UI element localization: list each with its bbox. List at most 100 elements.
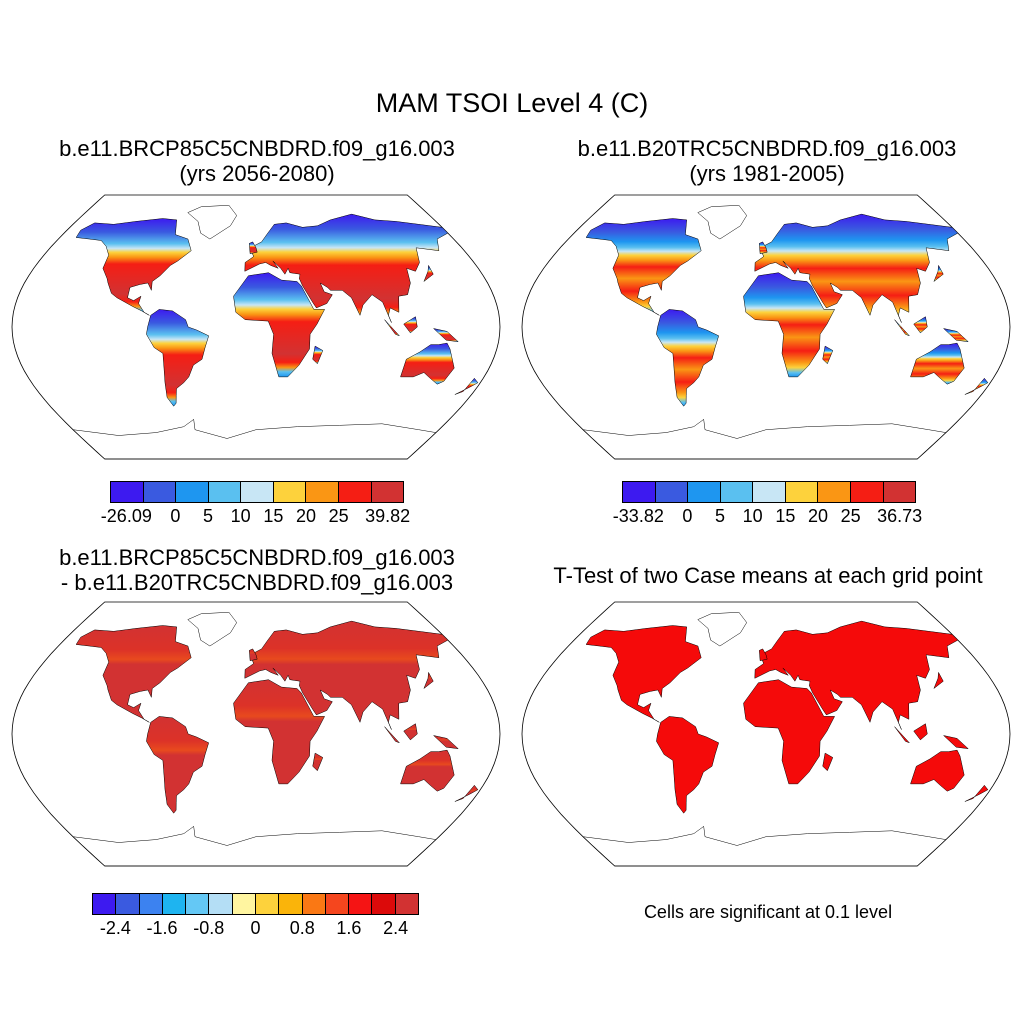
colorbar-box [325, 894, 350, 914]
landmass-ng [432, 735, 459, 750]
colorbar-label: 0 [170, 506, 181, 526]
colorbar-box [753, 482, 786, 502]
landmass-borneo [913, 723, 928, 741]
landmass-australia [400, 749, 455, 792]
colorbar-label: 39.82 [365, 506, 411, 526]
colorbar-label: -0.8 [193, 918, 225, 938]
landmass-uk [249, 648, 258, 662]
landmass-eurasia [754, 213, 959, 323]
landmass-samerica [146, 309, 210, 407]
colorbar-box [93, 894, 117, 914]
colorbar-box [279, 894, 303, 914]
world-map [521, 601, 1011, 867]
landmass-borneo [913, 316, 928, 334]
colorbar-label: 25 [328, 506, 349, 526]
landmass-borneo [403, 316, 418, 334]
colorbar-labels: -2.4 -1.6 -0.8 0 0.8 1.6 2.4 [92, 915, 419, 938]
landmass-uk [759, 241, 768, 255]
landmass-nz [964, 784, 989, 802]
colorbar-label: 2.4 [383, 918, 409, 938]
colorbar-box [111, 482, 144, 502]
landmass-ng [942, 735, 969, 750]
colorbar-panel-3: -2.4 -1.6 -0.8 0 0.8 1.6 2.4 [92, 893, 419, 938]
colorbar-box [688, 482, 721, 502]
colorbar-label: 20 [807, 506, 829, 526]
world-map [521, 194, 1011, 460]
landmass-greenland [697, 205, 748, 240]
panel-4-title: T-Test of two Case means at each grid po… [553, 563, 983, 588]
panel-1-title: b.e11.BRCP85C5CNBDRD.f09_g16.003 (yrs 20… [12, 136, 502, 187]
landmass-antarctica [582, 418, 947, 460]
colorbar-box [850, 482, 884, 502]
landmass-japan [933, 671, 944, 690]
colorbar-label: -33.82 [612, 506, 664, 526]
colorbar-label: 10 [742, 506, 763, 526]
landmass-africa [233, 679, 326, 785]
landmass-sumatra [384, 726, 400, 744]
landmass-madagascar [312, 752, 324, 772]
panel-3-minus-case: - b.e11.B20TRC5CNBDRD.f09_g16.003 [60, 570, 454, 596]
colorbar-box [349, 894, 373, 914]
landmass-eurasia [754, 620, 959, 730]
landmass-sumatra [384, 319, 400, 337]
colorbar-label: 0.8 [289, 918, 315, 938]
colorbar-box [302, 894, 326, 914]
colorbar-boxes [92, 893, 419, 915]
landmass-eurasia [244, 620, 449, 730]
landmass-ng [432, 328, 459, 343]
colorbar-panel-2: -33.82 0 5 10 15 20 25 36.73 [613, 481, 922, 526]
landmass-antarctica [72, 418, 437, 460]
colorbar-box [273, 482, 307, 502]
colorbar-label: -2.4 [99, 918, 131, 938]
colorbar-labels: -26.09 0 5 10 15 20 25 39.82 [101, 503, 410, 526]
colorbar-box [372, 894, 396, 914]
landmass-samerica [656, 309, 720, 407]
colorbar-box [785, 482, 819, 502]
landmass-nz [454, 377, 479, 395]
panel-3-case-name: b.e11.BRCP85C5CNBDRD.f09_g16.003 [59, 545, 455, 570]
colorbar-label: 5 [202, 506, 214, 526]
colorbar-label: 36.73 [877, 506, 923, 526]
map-panel-4 [518, 600, 1014, 868]
panel-1-years: (yrs 2056-2080) [179, 161, 335, 187]
colorbar-label: 15 [263, 506, 284, 526]
panel-2-case-name: b.e11.B20TRC5CNBDRD.f09_g16.003 [577, 136, 957, 161]
panel-1-case-name: b.e11.BRCP85C5CNBDRD.f09_g16.003 [59, 136, 455, 161]
colorbar-box [162, 894, 187, 914]
colorbar-box [306, 482, 339, 502]
colorbar-label: 10 [230, 506, 251, 526]
colorbar-label: -1.6 [146, 918, 178, 938]
landmass-madagascar [822, 752, 834, 772]
landmass-australia [400, 342, 455, 385]
colorbar-boxes [622, 481, 916, 503]
world-map [11, 601, 501, 867]
landmass-samerica [146, 716, 210, 814]
colorbar-box [255, 894, 280, 914]
colorbar-box [623, 482, 656, 502]
map-panel-1 [8, 193, 504, 461]
colorbar-label: 5 [714, 506, 726, 526]
landmass-japan [423, 671, 434, 690]
landmass-namerica [75, 218, 192, 316]
colorbar-label: 15 [775, 506, 796, 526]
colorbar-box [241, 482, 274, 502]
map-panel-3 [8, 600, 504, 868]
colorbar-box [371, 482, 404, 502]
landmass-namerica [585, 218, 702, 316]
colorbar-box [208, 482, 242, 502]
colorbar-box [139, 894, 163, 914]
landmass-africa [743, 272, 836, 378]
colorbar-box [186, 894, 210, 914]
landmass-sumatra [894, 726, 910, 744]
colorbar-label: 20 [295, 506, 317, 526]
colorbar-label: 0 [250, 918, 261, 938]
landmass-madagascar [312, 345, 324, 365]
colorbar-label: 0 [682, 506, 693, 526]
colorbar-box [883, 482, 916, 502]
landmass-australia [910, 342, 965, 385]
map-panel-2 [518, 193, 1014, 461]
landmass-uk [249, 241, 258, 255]
colorbar-box [116, 894, 140, 914]
colorbar-label: -26.09 [100, 506, 152, 526]
landmass-madagascar [822, 345, 834, 365]
